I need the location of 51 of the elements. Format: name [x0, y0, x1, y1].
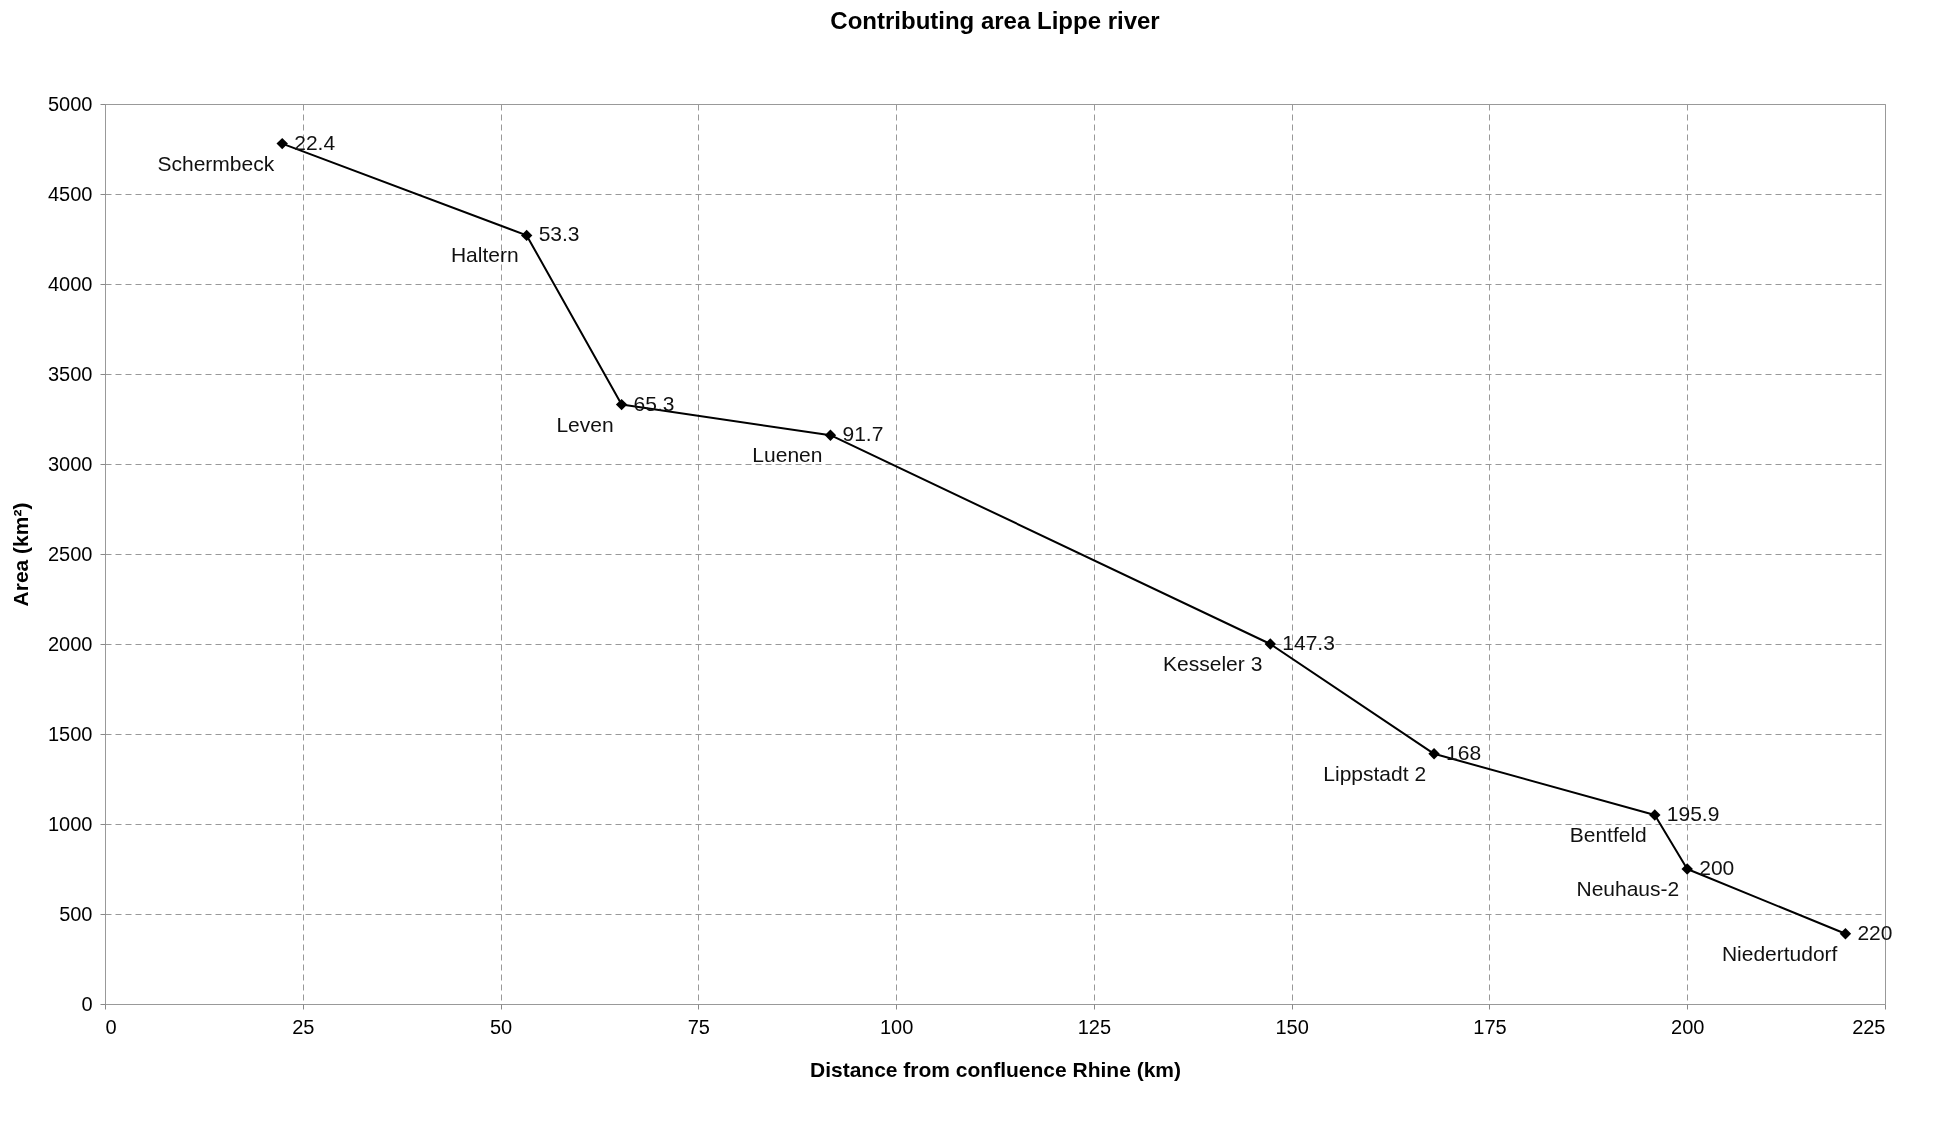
y-tick-label: 500	[59, 902, 93, 925]
y-tick-label: 0	[81, 992, 93, 1015]
x-tick-label: 0	[105, 1015, 117, 1038]
annotation: 200	[1699, 856, 1735, 879]
annotation: 91.7	[842, 422, 884, 446]
annotation: 220	[1857, 920, 1893, 944]
x-tick-label: 75	[687, 1015, 710, 1038]
annotation: Kesseler 3	[1163, 652, 1263, 675]
x-tick-label: 200	[1671, 1015, 1705, 1038]
x-tick-label: 175	[1473, 1015, 1507, 1038]
annotation: Neuhaus-2	[1576, 877, 1680, 900]
point	[276, 137, 288, 150]
y-tick-label: 4500	[48, 182, 93, 205]
point	[1649, 809, 1661, 821]
point	[824, 429, 837, 441]
y-tick-label: 5000	[48, 92, 93, 115]
annotation: Luenen	[752, 443, 823, 467]
x-tick-label: 50	[489, 1015, 513, 1038]
y-tick-label: 1500	[48, 722, 93, 745]
annotation: Haltern	[450, 243, 519, 267]
annotation: 195.9	[1666, 802, 1720, 825]
point	[615, 398, 628, 411]
x-tick-label: 150	[1275, 1015, 1309, 1038]
annotation: 22.4	[294, 130, 336, 154]
annotation: 147.3	[1282, 631, 1335, 654]
point	[1264, 638, 1277, 650]
x-tick-label: 125	[1077, 1015, 1112, 1038]
y-tick-label: 4000	[48, 272, 93, 295]
y-tick-label: 1000	[48, 812, 93, 835]
point	[1681, 863, 1693, 875]
annotation: Bentfeld	[1569, 823, 1647, 846]
annotation: 65.3	[633, 391, 675, 415]
annotation: 53.3	[538, 222, 580, 246]
y-tick-label: 3000	[48, 452, 93, 475]
point	[520, 229, 533, 242]
y-tick-label: 2000	[48, 632, 93, 655]
y-tick-label: 3500	[48, 362, 93, 385]
annotation: 168	[1446, 740, 1482, 764]
x-axis-title: Distance from confluence Rhine (km)	[809, 1057, 1182, 1081]
annotation: Lippstadt 2	[1323, 761, 1427, 785]
x-tick-label: 225	[1852, 1015, 1886, 1038]
chart-title: Contributing area Lippe river	[830, 7, 1160, 34]
x-tick-label: 25	[292, 1015, 315, 1038]
annotation: Leven	[556, 412, 614, 436]
annotation: Niedertudorf	[1721, 941, 1838, 965]
x-tick-label: 100	[879, 1015, 914, 1038]
point	[1839, 928, 1852, 940]
y-axis-title: Area (km²)	[9, 502, 33, 607]
annotation: Schermbeck	[157, 151, 275, 175]
y-tick-label: 2500	[48, 542, 93, 565]
point	[1428, 748, 1440, 760]
